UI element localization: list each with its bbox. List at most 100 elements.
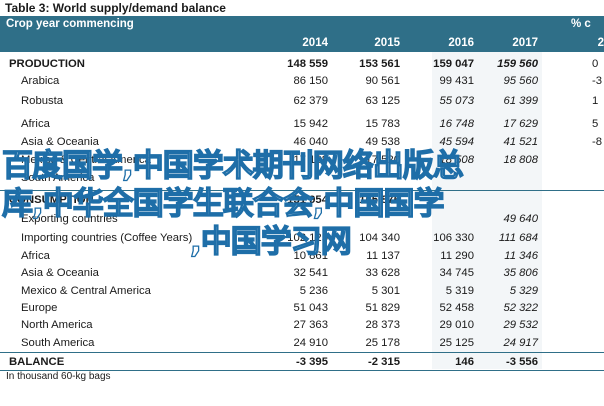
cell-value: 11 290 [440,250,474,262]
cell-value: 18 808 [503,154,538,166]
table-row: Africa 10 861 11 137 11 290 11 346 [0,248,604,264]
table-row: Mexico & Central America 17 188 17 520 18 5… [0,152,604,168]
cell-value: 62 379 [293,95,328,107]
cell-value: 28 373 [365,319,400,331]
year-2017: 2017 [512,37,538,49]
row-label: Europe [21,302,58,314]
cell-value: 49 538 [365,136,400,148]
table-row: Exporting countries 49 640 [0,211,604,227]
row-label: Africa [21,250,50,262]
table-row: Asia & Oceania 46 040 49 538 45 594 41 521 -8 [0,134,604,150]
cell-value: 25 125 [439,337,474,349]
row-label: South America [21,337,95,349]
cell-value: 146 [455,356,474,368]
cell-value: -3 395 [295,356,328,368]
row-label: Importing countries (Coffee Years) [21,232,193,244]
cell-value: 11 346 [504,250,538,262]
year-partial: 2 [597,37,604,49]
row-label: Asia & Oceania [21,267,99,279]
row-label: Exporting countries [21,213,118,225]
table-row: Asia & Oceania 32 541 33 628 34 745 35 806 [0,265,604,281]
header-pct-label: % c [571,18,591,30]
row-separator [0,352,604,353]
cell-value: 52 322 [503,302,538,314]
cell-change: -8 [592,136,603,148]
row-separator [0,190,604,191]
cell-value: 34 745 [439,267,474,279]
cell-change: 0 [592,58,599,70]
cell-value: 18 508 [439,154,474,166]
cell-value: 17 188 [293,154,328,166]
row-label: CONSUMPTION [9,194,94,206]
cell-value: 16 748 [439,118,474,130]
header-label: Crop year commencing [6,18,134,30]
cell-value: 95 560 [503,75,538,87]
cell-value: 17 520 [365,154,400,166]
table-row: Robusta 62 379 63 125 55 073 61 399 1 [0,93,604,109]
cell-value: 24 910 [293,337,328,349]
cell-value: 41 521 [503,136,538,148]
cell-value: 11 137 [366,250,400,262]
table-footer: In thousand 60-kg bags [6,371,111,382]
cell-value: 55 073 [439,95,474,107]
cell-value: 29 010 [439,319,474,331]
table-row: Europe 51 043 51 829 52 458 52 322 [0,300,604,316]
cell-value: 25 178 [365,337,400,349]
cell-value: 99 431 [439,75,474,87]
table-row: South America 24 910 25 178 25 125 24 917 [0,335,604,351]
year-2015: 2015 [374,37,400,49]
cell-value: 155 876 [359,194,400,206]
cell-value: 5 236 [299,285,328,297]
cell-change: 1 [592,95,599,107]
table-row: South America [0,170,604,186]
cell-value: 148 559 [287,58,328,70]
cell-value: 159 047 [433,58,474,70]
cell-value: 33 628 [365,267,400,279]
table-row: CONSUMPTION 151 954 155 876 [0,192,604,208]
cell-value: 51 043 [293,302,328,314]
row-label: Robusta [21,95,64,107]
cell-value: 51 829 [365,302,400,314]
cell-value: 159 560 [497,58,538,70]
cell-value: 46 040 [293,136,328,148]
table-row: Mexico & Central America 5 236 5 301 5 319 5… [0,283,604,299]
year-2016: 2016 [448,37,474,49]
cell-value: 24 917 [503,337,538,349]
cell-value: 10 861 [293,250,328,262]
row-label: Mexico & Central America [21,285,151,297]
table-row: PRODUCTION 148 559 153 561 159 047 159 560 0 [0,56,604,72]
cell-value: 5 301 [371,285,400,297]
cell-change: -3 [592,75,603,87]
cell-value: 63 125 [365,95,400,107]
cell-value: 106 330 [433,232,474,244]
cell-value: 104 340 [359,232,400,244]
cell-value: 5 319 [445,285,474,297]
forecast-shade [432,52,542,369]
row-label: BALANCE [9,356,65,368]
row-label: Africa [21,118,50,130]
cell-value: 90 561 [365,75,400,87]
table-row: BALANCE -3 395 -2 315 146 -3 556 [0,354,604,370]
cell-value: 29 532 [503,319,538,331]
cell-value: 111 684 [498,232,538,244]
row-label: Asia & Oceania [21,136,99,148]
table-row: Africa 15 942 15 783 16 748 17 629 5 [0,116,604,132]
cell-value: 61 399 [503,95,538,107]
cell-value: 15 783 [365,118,400,130]
cell-value: 102 125 [287,232,328,244]
cell-value: 35 806 [503,267,538,279]
cell-value: 86 150 [293,75,328,87]
row-label: North America [21,319,93,331]
cell-value: 153 561 [359,58,400,70]
cell-value: 49 640 [503,213,538,225]
row-label: PRODUCTION [9,58,85,70]
cell-value: 27 363 [293,319,328,331]
table-row: Importing countries (Coffee Years) 102 12… [0,230,604,246]
cell-value: 52 458 [439,302,474,314]
cell-value: 45 594 [439,136,474,148]
row-separator [0,370,604,371]
cell-value: 5 329 [509,285,538,297]
year-2014: 2014 [302,37,328,49]
cell-value: 15 942 [293,118,328,130]
table-title: Table 3: World supply/demand balance [5,1,226,15]
